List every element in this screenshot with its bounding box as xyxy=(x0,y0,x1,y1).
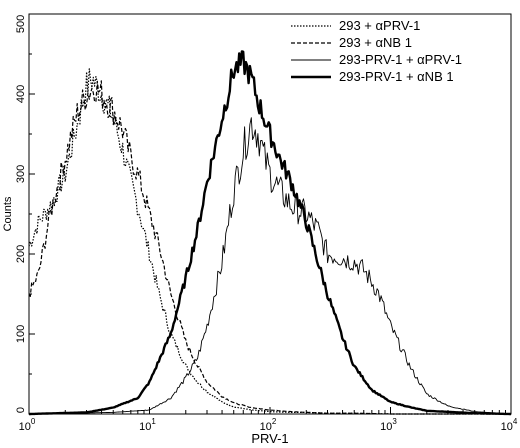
series-layer xyxy=(28,50,512,416)
legend-label: 293-PRV-1 + αNB 1 xyxy=(339,69,454,84)
x-tick-base: 10 xyxy=(19,421,31,433)
x-tick-exponent: 0 xyxy=(31,417,36,426)
y-axis: 0 100 200 300 400 500 xyxy=(15,13,35,415)
y-tick-label: 300 xyxy=(15,165,27,183)
x-tick-base: 10 xyxy=(260,421,272,433)
x-tick-exponent: 1 xyxy=(151,417,156,426)
x-tick-exponent: 4 xyxy=(513,417,518,426)
y-tick-label: 0 xyxy=(15,407,27,413)
x-tick-label: 103 xyxy=(380,417,397,433)
y-tick-label: 100 xyxy=(15,325,27,343)
x-axis-title: PRV-1 xyxy=(251,431,288,446)
legend: 293 + αPRV-1 293 + αNB 1 293-PRV-1 + αPRV-… xyxy=(291,18,462,84)
x-tick-label: 101 xyxy=(139,417,156,433)
x-tick-base: 10 xyxy=(380,421,392,433)
x-tick-label: 102 xyxy=(260,417,277,433)
y-tick-label: 200 xyxy=(15,245,27,263)
legend-label: 293 + αPRV-1 xyxy=(339,18,420,33)
series-line xyxy=(28,80,511,415)
y-tick-label: 500 xyxy=(15,15,27,33)
legend-label: 293-PRV-1 + αPRV-1 xyxy=(339,52,462,67)
x-tick-label: 100 xyxy=(19,417,36,433)
x-tick-base: 10 xyxy=(139,421,151,433)
x-tick-base: 10 xyxy=(501,421,513,433)
series-line xyxy=(28,68,511,415)
series-line xyxy=(29,117,512,415)
legend-label: 293 + αNB 1 xyxy=(339,35,412,50)
y-tick-label: 400 xyxy=(15,85,27,103)
x-axis: 100 101 102 103 104 xyxy=(19,407,518,433)
x-tick-exponent: 2 xyxy=(272,417,277,426)
x-tick-label: 104 xyxy=(501,417,518,433)
series-line xyxy=(29,50,511,416)
x-tick-exponent: 3 xyxy=(392,417,397,426)
y-axis-title: Counts xyxy=(2,196,14,231)
